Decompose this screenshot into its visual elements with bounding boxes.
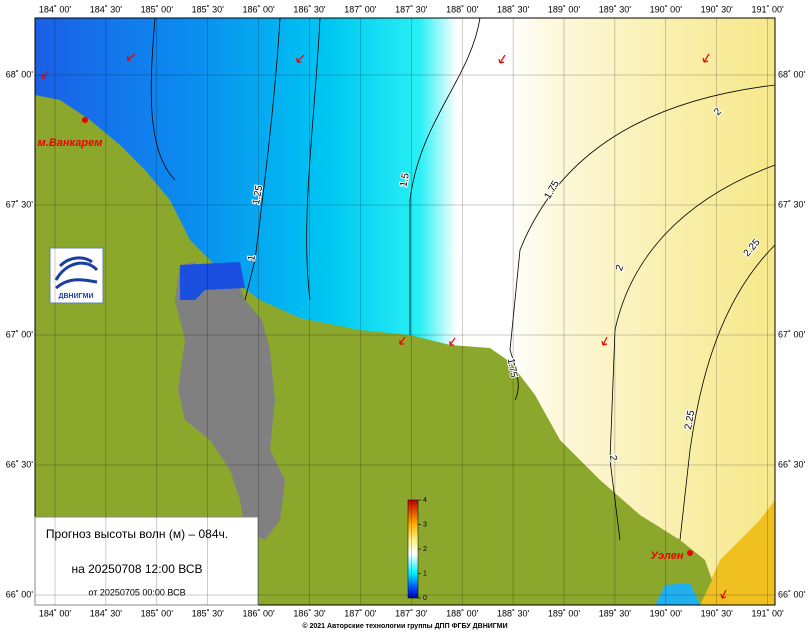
lon-label: 188˚ 00' — [446, 4, 479, 14]
colorbar-label: 4 — [423, 497, 427, 504]
lon-label: 185˚ 00' — [141, 4, 174, 14]
lagoon — [175, 262, 285, 540]
lon-label: 190˚ 30' — [701, 4, 734, 14]
lon-label: 191˚ 00' — [751, 4, 784, 14]
contour-label: 2.25 — [683, 409, 697, 431]
land — [35, 95, 712, 605]
wave-arrows — [41, 53, 727, 599]
contour-label: 2 — [607, 454, 619, 462]
info-valid: на 20250708 12:00 ВСВ — [72, 562, 203, 576]
lat-label: 66˚ 00' — [6, 589, 34, 599]
lon-label: 185˚ 30' — [192, 608, 225, 618]
colorbar-label: 0 — [423, 595, 427, 602]
lon-label: 187˚ 30' — [395, 608, 428, 618]
place-label: Уэлен — [651, 550, 684, 562]
contour-label: 1 — [246, 254, 258, 262]
logo-text: ДВНИГМИ — [59, 293, 94, 300]
lon-label: 184˚ 00' — [39, 608, 72, 618]
lon-label: 188˚ 30' — [497, 608, 530, 618]
lat-label: 67˚ 00' — [6, 329, 34, 339]
lat-label: 66˚ 30' — [778, 459, 806, 469]
lat-label: 67˚ 00' — [778, 329, 806, 339]
lon-label: 185˚ 00' — [141, 608, 174, 618]
lon-label: 184˚ 00' — [39, 4, 72, 14]
lon-label: 187˚ 30' — [395, 4, 428, 14]
lon-label: 188˚ 30' — [497, 4, 530, 14]
colorbar — [407, 499, 419, 599]
lon-label: 189˚ 30' — [599, 4, 632, 14]
place-markers — [82, 117, 693, 556]
info-issued: от 20250705 00:00 ВСВ — [88, 587, 185, 597]
lat-label: 67˚ 30' — [778, 199, 806, 209]
lon-label: 191˚ 00' — [751, 608, 784, 618]
lon-label: 190˚ 00' — [650, 4, 683, 14]
lon-label: 186˚ 30' — [293, 4, 326, 14]
lon-label: 186˚ 00' — [242, 608, 275, 618]
lon-label: 189˚ 30' — [599, 608, 632, 618]
lat-label: 66˚ 00' — [778, 589, 806, 599]
place-label: м.Ванкарем — [38, 137, 103, 149]
frame — [34, 17, 776, 606]
contour-label: 2 — [614, 263, 626, 272]
colorbar-label: 3 — [423, 521, 427, 528]
lon-label: 186˚ 30' — [293, 608, 326, 618]
logo-mark — [54, 256, 99, 290]
lon-label: 184˚ 30' — [90, 608, 123, 618]
lon-label: 189˚ 00' — [548, 608, 581, 618]
lon-label: 187˚ 00' — [344, 608, 377, 618]
lon-label: 187˚ 00' — [344, 4, 377, 14]
high-wave-zone — [700, 500, 775, 605]
lat-label: 66˚ 30' — [6, 459, 34, 469]
lat-label: 67˚ 30' — [6, 199, 34, 209]
strait — [655, 583, 700, 605]
lon-label: 190˚ 30' — [701, 608, 734, 618]
lat-label: 68˚ 00' — [6, 69, 34, 79]
info-box — [34, 516, 259, 606]
contour-label: 1.75 — [505, 357, 519, 379]
colorbar-label: 1 — [423, 570, 427, 577]
lagoon-sea — [180, 262, 245, 300]
contour-label: 1.5 — [399, 172, 412, 188]
info-title: Прогноз высоты волн (м) – 084ч. — [46, 527, 228, 541]
copyright: © 2021 Авторские технологии группы ДПП Ф… — [302, 622, 507, 630]
lon-label: 184˚ 30' — [90, 4, 123, 14]
lon-label: 186˚ 00' — [242, 4, 275, 14]
lon-label: 188˚ 00' — [446, 608, 479, 618]
lon-label: 190˚ 00' — [650, 608, 683, 618]
lon-label: 185˚ 30' — [192, 4, 225, 14]
lat-label: 68˚ 00' — [778, 69, 806, 79]
contour-label: 1.25 — [251, 184, 265, 206]
lon-label: 189˚ 00' — [548, 4, 581, 14]
colorbar-label: 2 — [423, 546, 427, 553]
